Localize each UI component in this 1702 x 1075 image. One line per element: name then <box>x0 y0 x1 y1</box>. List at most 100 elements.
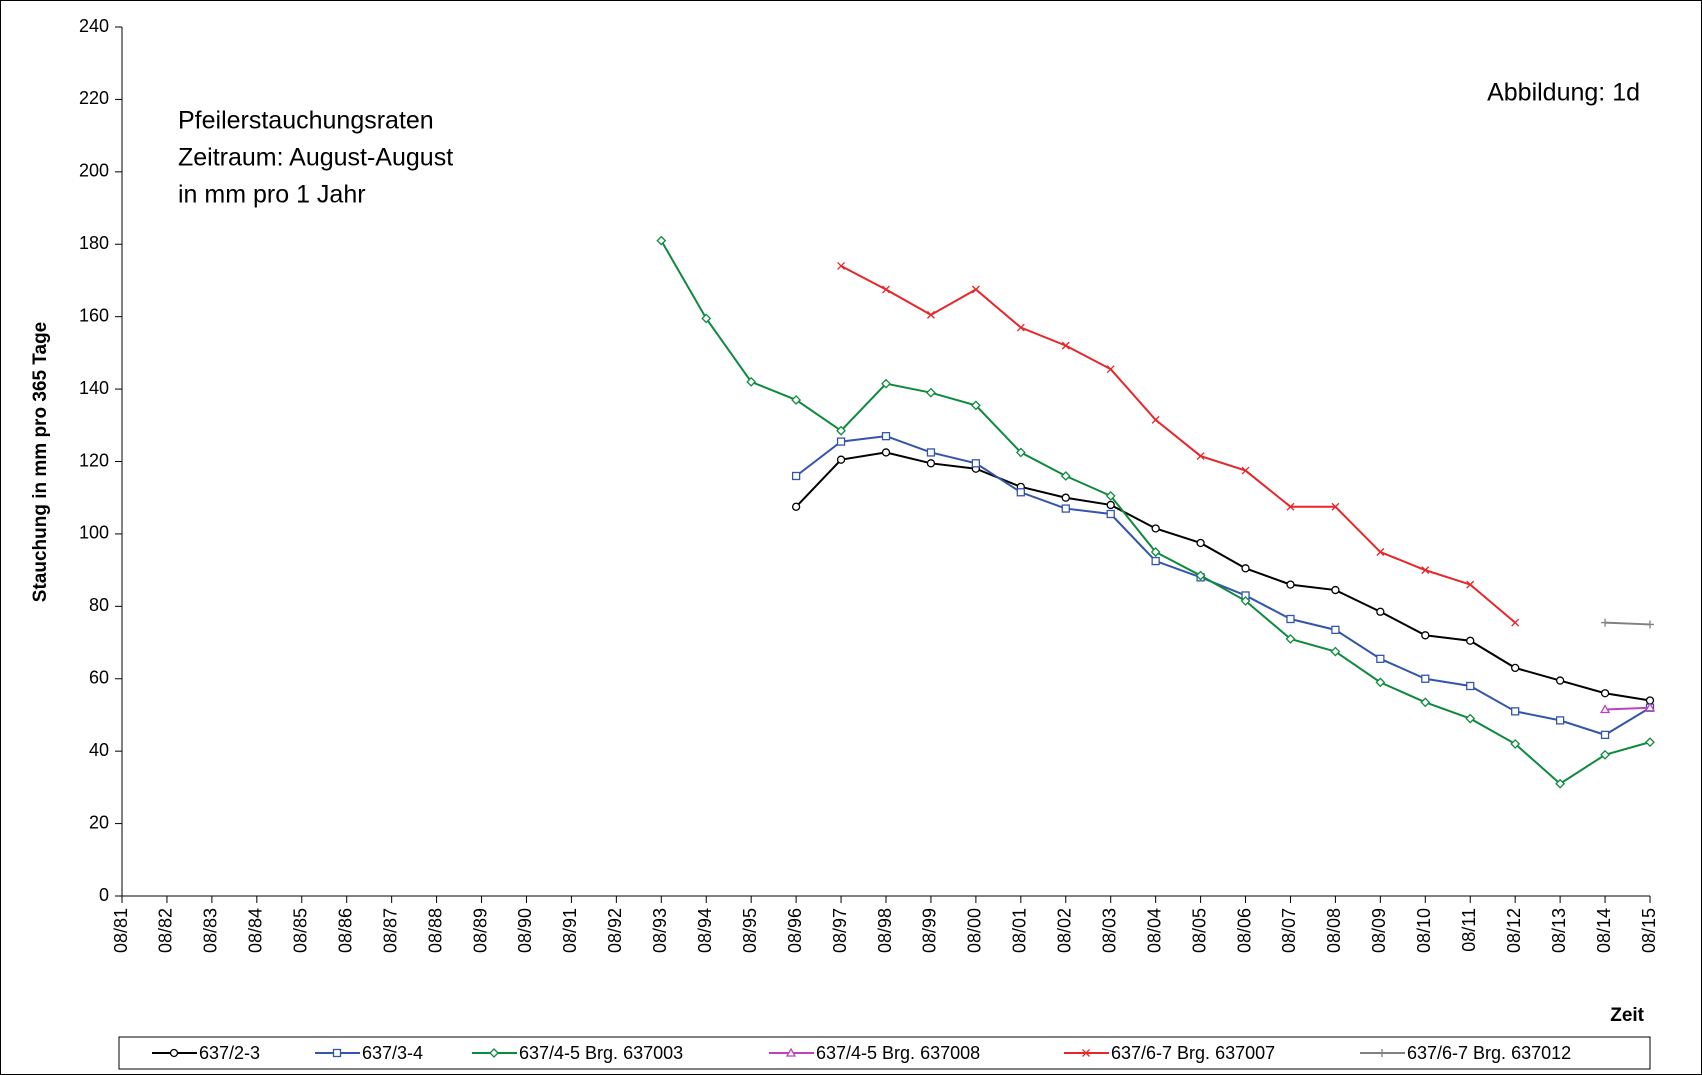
y-tick-label: 0 <box>99 885 109 905</box>
data-point <box>970 400 981 411</box>
data-point <box>701 313 712 324</box>
series-line <box>660 240 1651 786</box>
data-point <box>926 459 936 468</box>
data-point <box>1645 737 1655 748</box>
legend-marker <box>1082 1049 1090 1057</box>
legend-label: 637/3-4 <box>362 1043 423 1063</box>
x-tick-label: 08/92 <box>605 908 625 953</box>
y-tick-label: 20 <box>89 812 109 832</box>
data-point <box>791 395 802 405</box>
x-tick-label: 08/82 <box>156 908 176 953</box>
data-point <box>1016 488 1025 497</box>
data-point <box>1151 524 1160 533</box>
legend-marker <box>785 1047 797 1057</box>
data-point <box>1106 500 1115 510</box>
x-tick-label: 08/05 <box>1189 908 1209 953</box>
x-tick-label: 08/85 <box>291 908 311 953</box>
x-tick-label: 08/00 <box>965 908 985 953</box>
data-point <box>1601 618 1610 627</box>
x-tick-label: 08/95 <box>740 908 760 953</box>
data-point <box>1376 548 1385 556</box>
figure-label: Abbildung: 1d <box>1487 79 1640 107</box>
data-point <box>1195 570 1206 581</box>
data-point <box>1286 580 1295 589</box>
y-tick-label: 160 <box>79 305 109 325</box>
legend-label: 637/4-5 Brg. 637003 <box>519 1043 683 1063</box>
data-point <box>1196 538 1205 548</box>
annotation: Zeitraum: August-August <box>178 144 453 172</box>
x-tick-label: 08/86 <box>335 908 355 953</box>
data-point <box>1421 566 1430 575</box>
data-point <box>1240 595 1251 606</box>
legend <box>118 1036 1651 1070</box>
data-point <box>656 235 667 246</box>
x-tick-label: 08/07 <box>1279 908 1299 953</box>
data-point <box>1331 502 1340 511</box>
data-point <box>1466 681 1475 691</box>
data-point <box>1600 749 1610 760</box>
x-tick-label: 08/02 <box>1055 908 1075 953</box>
data-point <box>926 387 936 398</box>
data-point <box>1465 713 1476 724</box>
data-point <box>1555 676 1565 685</box>
data-point <box>1421 631 1430 640</box>
x-tick-label: 08/15 <box>1639 908 1659 953</box>
data-point <box>1015 447 1026 458</box>
data-point <box>1150 547 1161 557</box>
data-point <box>1331 585 1340 595</box>
x-tick-label: 08/04 <box>1144 908 1164 953</box>
data-point <box>1196 452 1205 461</box>
series-line <box>1605 706 1651 711</box>
data-point <box>1151 556 1160 566</box>
data-point <box>882 285 890 294</box>
x-tick-label: 08/97 <box>830 908 850 953</box>
legend-label: 637/4-5 Brg. 637008 <box>816 1043 980 1063</box>
x-tick-label: 08/03 <box>1099 908 1119 953</box>
series-line <box>795 451 1651 702</box>
x-tick-label: 08/06 <box>1234 908 1254 953</box>
data-point <box>1510 739 1521 749</box>
data-point <box>1375 677 1386 688</box>
data-point <box>836 437 846 446</box>
series-line <box>1605 621 1651 626</box>
y-axis-label: Stauchung in mm pro 365 Tage <box>30 322 51 602</box>
data-point <box>791 502 801 511</box>
data-point <box>1376 607 1385 616</box>
x-tick-label: 08/87 <box>380 908 400 953</box>
data-point <box>1106 509 1115 519</box>
data-point <box>881 448 891 457</box>
y-tick-label: 240 <box>79 16 109 36</box>
x-tick-label: 08/14 <box>1594 908 1614 953</box>
x-tick-label: 08/11 <box>1459 908 1479 952</box>
data-point <box>1105 490 1116 501</box>
data-point <box>1466 580 1475 589</box>
data-point <box>971 459 981 468</box>
data-point <box>1555 778 1566 789</box>
data-point <box>1286 502 1295 511</box>
data-point <box>1644 702 1656 712</box>
annotation: Pfeilerstauchungsraten <box>178 107 434 135</box>
data-point <box>1330 646 1341 657</box>
y-tick-label: 120 <box>79 450 109 470</box>
data-point <box>1511 707 1520 716</box>
x-tick-label: 08/89 <box>470 908 490 953</box>
x-tick-label: 08/83 <box>201 908 221 953</box>
y-tick-label: 140 <box>79 378 109 398</box>
data-point <box>1286 614 1295 624</box>
data-point <box>746 376 757 387</box>
legend-marker <box>169 1048 179 1058</box>
x-tick-label: 08/13 <box>1549 908 1569 953</box>
data-point <box>1420 697 1431 708</box>
data-point <box>1060 471 1071 481</box>
x-tick-label: 08/94 <box>695 908 715 953</box>
data-point <box>1285 634 1296 644</box>
x-tick-label: 08/01 <box>1010 908 1030 953</box>
legend-marker <box>489 1048 499 1058</box>
x-tick-label: 08/12 <box>1504 908 1524 953</box>
data-point <box>1016 323 1025 332</box>
data-point <box>1331 625 1340 635</box>
x-axis-label: Zeit <box>1610 1005 1644 1026</box>
data-point <box>926 448 936 457</box>
y-tick-label: 200 <box>79 161 109 181</box>
